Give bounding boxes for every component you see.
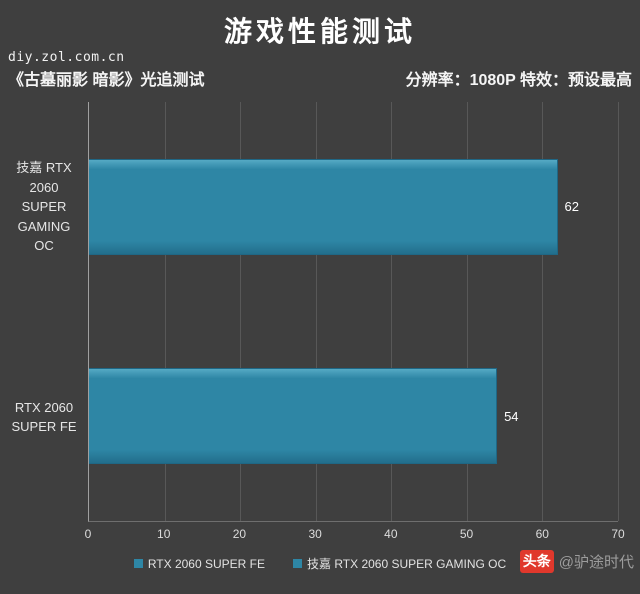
legend-item: 技嘉 RTX 2060 SUPER GAMING OC — [293, 555, 506, 572]
gridline — [391, 102, 393, 521]
gridline — [542, 102, 544, 521]
bottom-row: RTX 2060 SUPER FE 技嘉 RTX 2060 SUPER GAMIN… — [0, 550, 640, 576]
tick-label: 50 — [459, 527, 474, 541]
gridline — [466, 102, 468, 521]
chart-subtitle: 《古墓丽影 暗影》光追测试 分辨率：1080P 特效：预设最高 — [0, 50, 640, 90]
tick-label: 70 — [611, 527, 625, 541]
footer-credit: 头条 @驴途时代 — [519, 550, 634, 573]
legend-label: 技嘉 RTX 2060 SUPER GAMING OC — [307, 557, 507, 571]
legend-label: RTX 2060 SUPER FE — [147, 556, 265, 571]
category-axis-labels: 技嘉 RTX 2060 SUPER GAMING OC RTX 2060 SUPE… — [0, 102, 88, 522]
legend-item: RTX 2060 SUPER FE — [133, 556, 265, 571]
bar-band: 62 — [89, 102, 618, 312]
bar-0 — [89, 158, 558, 255]
value-label: 62 — [564, 199, 579, 215]
game-performance-bar-chart: 技嘉 RTX 2060 SUPER GAMING OC RTX 2060 SUPE… — [0, 102, 640, 522]
category-label: 技嘉 RTX 2060 SUPER GAMING OC — [16, 160, 72, 254]
bar-1 — [89, 368, 498, 465]
plot-area: 62 54 — [88, 102, 619, 522]
tick-label: 20 — [232, 527, 247, 541]
tick-label: 30 — [308, 527, 322, 541]
tick-label: 40 — [384, 527, 398, 541]
toutiao-badge: 头条 — [519, 550, 554, 573]
subtitle-settings: 分辨率：1080P 特效：预设最高 — [405, 72, 632, 89]
chart-legend: RTX 2060 SUPER FE 技嘉 RTX 2060 SUPER GAMIN… — [0, 552, 640, 572]
category-label: RTX 2060 SUPER FE — [11, 399, 77, 435]
gridline — [240, 102, 242, 521]
tick-label: 60 — [535, 527, 549, 541]
author-handle: @驴途时代 — [558, 554, 634, 571]
gridline — [315, 102, 317, 521]
legend-swatch-icon — [293, 559, 302, 568]
value-label: 54 — [504, 408, 519, 424]
subtitle-test-name: 《古墓丽影 暗影》光追测试 — [8, 72, 205, 89]
legend-swatch-icon — [133, 559, 143, 568]
tick-label: 10 — [157, 527, 171, 541]
gridline — [618, 102, 619, 521]
site-watermark: diy.zol.com.cn — [8, 50, 125, 65]
bar-band: 54 — [89, 312, 618, 522]
gridline — [164, 102, 166, 521]
value-axis: 0 10 20 30 40 50 60 70 — [84, 527, 625, 543]
page-title: 游戏性能测试 — [223, 16, 416, 47]
tick-label: 0 — [84, 527, 92, 541]
